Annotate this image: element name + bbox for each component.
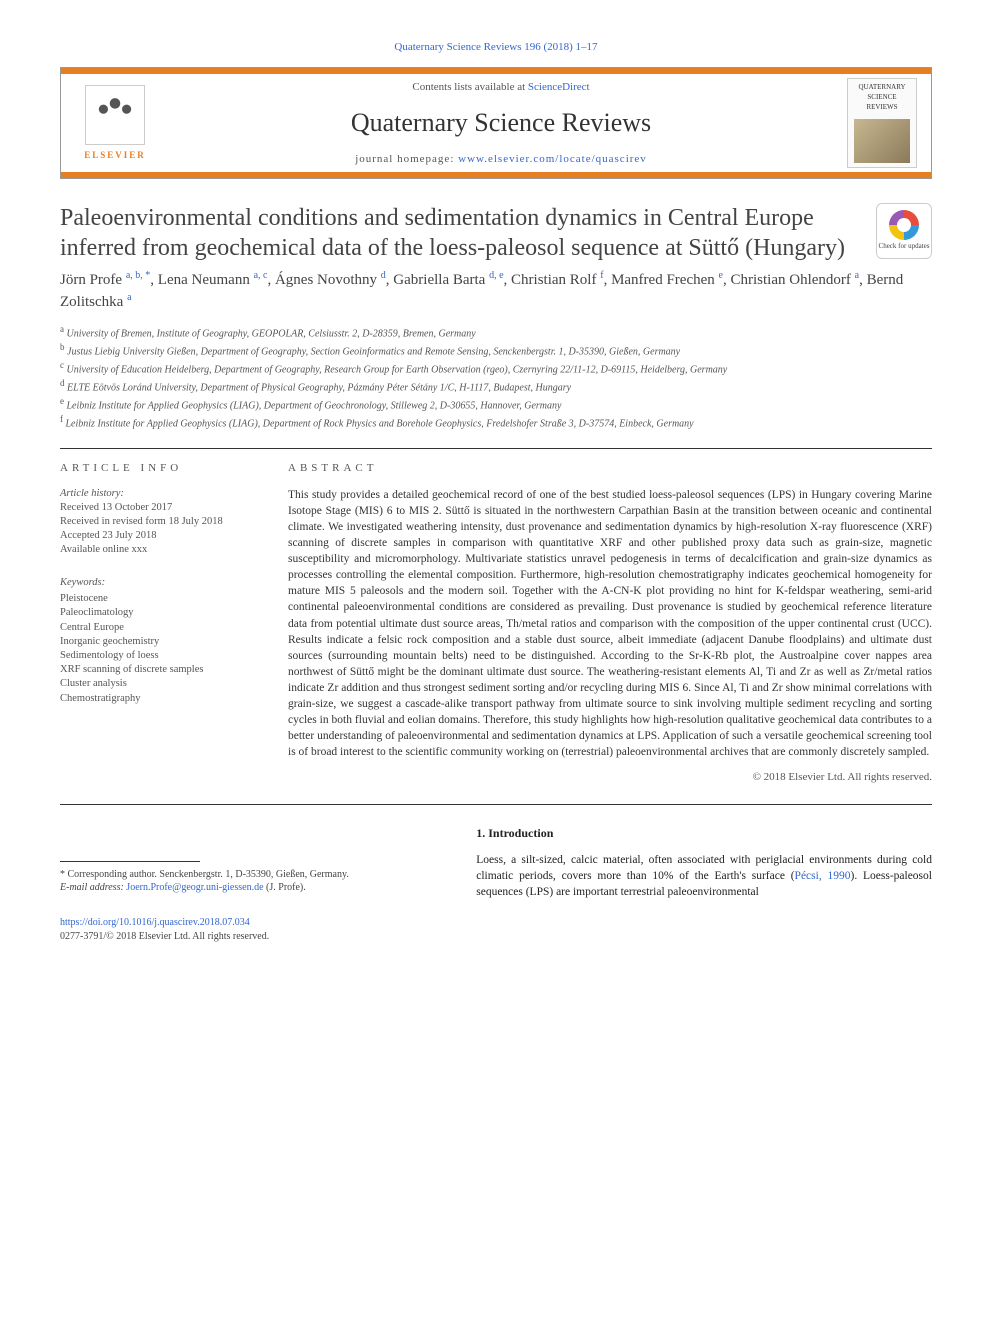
journal-name: Quaternary Science Reviews <box>175 105 827 141</box>
issn-line: 0277-3791/© 2018 Elsevier Ltd. All right… <box>60 931 269 942</box>
rule-below-abstract <box>60 804 932 805</box>
corr-line1: * Corresponding author. Senckenbergstr. … <box>60 869 349 880</box>
history-label: Article history: <box>60 488 124 499</box>
contents-prefix: Contents lists available at <box>412 81 527 93</box>
check-updates-badge[interactable]: Check for updates <box>876 203 932 259</box>
intro-text: Loess, a silt-sized, calcic material, of… <box>476 852 932 900</box>
intro-left-col: * Corresponding author. Senckenbergstr. … <box>60 825 448 900</box>
corr-email-link[interactable]: Joern.Profe@geogr.uni-giessen.de <box>126 882 263 893</box>
elsevier-tree-icon <box>85 85 145 145</box>
keywords-label: Keywords: <box>60 576 260 591</box>
corresponding-author-note: * Corresponding author. Senckenbergstr. … <box>60 868 448 894</box>
history-online: Available online xxx <box>60 544 147 555</box>
publisher-logo: ELSEVIER <box>75 78 155 168</box>
footnote-rule <box>60 861 200 862</box>
cover-title: QUATERNARY SCIENCE REVIEWS <box>852 83 912 112</box>
check-updates-label: Check for updates <box>879 242 930 252</box>
article-history: Article history: Received 13 October 201… <box>60 487 260 558</box>
article-info-head: ARTICLE INFO <box>60 461 260 476</box>
homepage-prefix: journal homepage: <box>355 153 458 165</box>
corr-email-suffix: (J. Profe). <box>264 882 306 893</box>
copyright-line: © 2018 Elsevier Ltd. All rights reserved… <box>288 770 932 785</box>
header-center: Contents lists available at ScienceDirec… <box>155 80 847 167</box>
keywords-list: PleistocenePaleoclimatologyCentral Europ… <box>60 592 260 705</box>
title-row: Paleoenvironmental conditions and sedime… <box>60 203 932 263</box>
journal-header: ELSEVIER Contents lists available at Sci… <box>60 67 932 179</box>
cover-image-icon <box>854 119 910 164</box>
history-accepted: Accepted 23 July 2018 <box>60 530 157 541</box>
abstract-head: ABSTRACT <box>288 461 932 476</box>
abstract-text: This study provides a detailed geochemic… <box>288 487 932 761</box>
top-citation: Quaternary Science Reviews 196 (2018) 1–… <box>60 40 932 55</box>
footer-links: https://doi.org/10.1016/j.quascirev.2018… <box>60 916 932 944</box>
header-accent-bottom <box>61 172 931 178</box>
sciencedirect-link[interactable]: ScienceDirect <box>528 81 590 93</box>
journal-cover-thumb: QUATERNARY SCIENCE REVIEWS <box>847 78 917 168</box>
article-title: Paleoenvironmental conditions and sedime… <box>60 203 876 263</box>
journal-homepage: journal homepage: www.elsevier.com/locat… <box>175 152 827 167</box>
article-info-col: ARTICLE INFO Article history: Received 1… <box>60 461 260 785</box>
corr-email-label: E-mail address: <box>60 882 126 893</box>
intro-row: * Corresponding author. Senckenbergstr. … <box>60 825 932 900</box>
top-citation-link[interactable]: Quaternary Science Reviews 196 (2018) 1–… <box>394 41 597 53</box>
doi-link[interactable]: https://doi.org/10.1016/j.quascirev.2018… <box>60 917 250 928</box>
publisher-logo-text: ELSEVIER <box>84 149 146 162</box>
homepage-link[interactable]: www.elsevier.com/locate/quascirev <box>458 153 647 165</box>
crossmark-icon <box>889 210 919 240</box>
authors-line: Jörn Profe a, b, *, Lena Neumann a, c, Á… <box>60 269 932 313</box>
intro-heading: 1. Introduction <box>476 825 932 842</box>
intro-ref-link[interactable]: Pécsi, 1990 <box>795 870 851 882</box>
abstract-col: ABSTRACT This study provides a detailed … <box>288 461 932 785</box>
info-abstract-row: ARTICLE INFO Article history: Received 1… <box>60 461 932 785</box>
rule-above-info <box>60 448 932 449</box>
history-received: Received 13 October 2017 <box>60 502 172 513</box>
affiliations: a University of Bremen, Institute of Geo… <box>60 323 932 430</box>
header-accent-top <box>61 68 931 74</box>
history-revised: Received in revised form 18 July 2018 <box>60 516 223 527</box>
contents-line: Contents lists available at ScienceDirec… <box>175 80 827 95</box>
intro-right-col: 1. Introduction Loess, a silt-sized, cal… <box>476 825 932 900</box>
